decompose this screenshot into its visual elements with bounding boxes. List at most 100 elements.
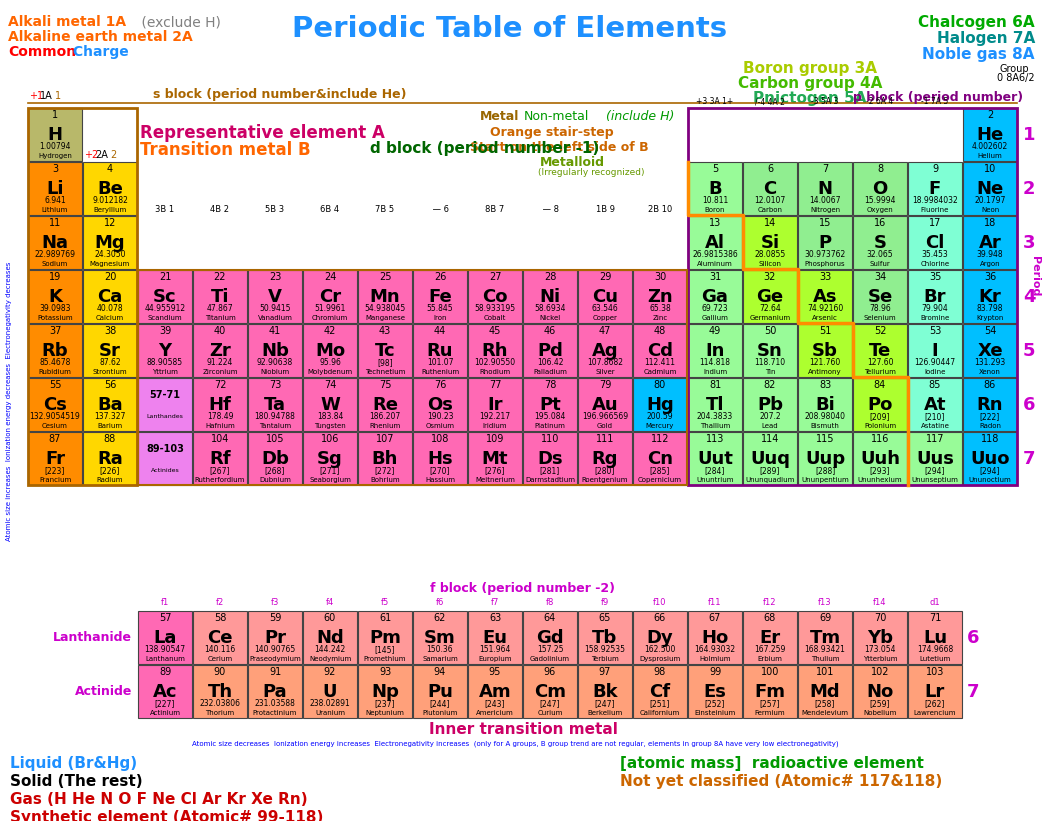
Text: 25: 25	[379, 272, 391, 282]
Text: Chlorine: Chlorine	[920, 261, 949, 267]
Text: 72: 72	[214, 380, 226, 390]
Text: Mn: Mn	[369, 287, 401, 305]
Text: Metal: Metal	[480, 110, 519, 123]
Bar	[963, 378, 1017, 431]
Text: 65: 65	[599, 613, 611, 623]
Text: 9.012182: 9.012182	[92, 195, 128, 204]
Bar	[248, 378, 302, 431]
Bar	[248, 665, 302, 718]
Text: 45: 45	[489, 326, 502, 336]
Text: 2B 10: 2B 10	[648, 205, 672, 214]
Bar	[413, 432, 467, 485]
Text: 106.42: 106.42	[537, 358, 563, 367]
Text: Silver: Silver	[596, 369, 614, 375]
Bar	[138, 665, 192, 718]
Text: 173.054: 173.054	[865, 644, 896, 654]
Text: 5: 5	[712, 164, 719, 174]
Text: Fluorine: Fluorine	[921, 207, 949, 213]
Text: Ir: Ir	[487, 396, 503, 414]
Text: 68: 68	[763, 613, 776, 623]
Text: C: C	[763, 180, 777, 198]
Text: La: La	[153, 629, 176, 646]
Text: Rg: Rg	[591, 450, 618, 467]
Text: 102.90550: 102.90550	[475, 358, 515, 367]
Text: Re: Re	[372, 396, 398, 414]
Text: 231.03588: 231.03588	[254, 699, 295, 708]
Text: — 6: — 6	[431, 205, 450, 214]
Text: Cobalt: Cobalt	[484, 315, 506, 321]
Text: [223]: [223]	[45, 466, 65, 475]
Text: Mo: Mo	[315, 342, 345, 360]
Text: Alkaline earth metal 2A: Alkaline earth metal 2A	[8, 30, 193, 44]
Bar	[248, 432, 302, 485]
Text: 30: 30	[654, 272, 666, 282]
Text: 81: 81	[709, 380, 721, 390]
Text: 208.98040: 208.98040	[804, 411, 846, 420]
Text: Hafnium: Hafnium	[205, 423, 235, 429]
Bar	[138, 270, 192, 323]
Bar	[138, 611, 192, 664]
Text: 183.84: 183.84	[317, 411, 343, 420]
Text: 6: 6	[967, 629, 979, 646]
Text: Krypton: Krypton	[976, 315, 1003, 321]
Text: Vanadium: Vanadium	[258, 315, 292, 321]
Text: Rh: Rh	[482, 342, 508, 360]
Text: Cm: Cm	[534, 682, 566, 700]
Text: 24: 24	[323, 272, 336, 282]
Text: Ba: Ba	[97, 396, 123, 414]
Text: 88.90585: 88.90585	[147, 358, 184, 367]
Text: f8: f8	[545, 598, 554, 607]
Text: Uus: Uus	[916, 450, 954, 467]
Text: +2: +2	[84, 150, 98, 160]
Text: Actinides: Actinides	[150, 468, 179, 473]
Bar	[304, 378, 357, 431]
Text: d block (period number -1): d block (period number -1)	[370, 141, 600, 156]
Text: 13: 13	[709, 218, 721, 228]
Bar	[523, 432, 577, 485]
Text: Tm: Tm	[809, 629, 841, 646]
Text: 85: 85	[929, 380, 941, 390]
Text: He: He	[976, 126, 1003, 144]
Bar	[743, 324, 797, 377]
Text: [247]: [247]	[539, 699, 560, 708]
Text: Ununseptium: Ununseptium	[912, 477, 959, 483]
Bar	[468, 665, 522, 718]
Text: Indium: Indium	[703, 369, 727, 375]
Bar	[83, 324, 137, 377]
Bar	[688, 324, 742, 377]
Text: 26.9815386: 26.9815386	[693, 250, 737, 259]
Text: 53: 53	[929, 326, 941, 336]
Text: U: U	[322, 682, 337, 700]
Text: Rn: Rn	[976, 396, 1003, 414]
Bar	[743, 665, 797, 718]
Text: 7B 5: 7B 5	[375, 205, 394, 214]
Text: 195.084: 195.084	[534, 411, 565, 420]
Text: 113: 113	[706, 434, 724, 444]
Text: 2: 2	[110, 150, 116, 160]
Text: Neptunium: Neptunium	[365, 710, 405, 716]
Text: 67: 67	[709, 613, 721, 623]
Text: 18.9984032: 18.9984032	[913, 195, 957, 204]
Text: 4B 2: 4B 2	[211, 205, 229, 214]
Text: Pa: Pa	[263, 682, 287, 700]
Text: Alkali metal 1A: Alkali metal 1A	[8, 15, 126, 29]
Bar	[743, 611, 797, 664]
Bar	[138, 432, 192, 485]
Text: Americium: Americium	[476, 710, 514, 716]
Text: [237]: [237]	[374, 699, 395, 708]
Text: Ta: Ta	[264, 396, 286, 414]
Bar	[578, 270, 632, 323]
Bar	[798, 324, 852, 377]
Text: Br: Br	[924, 287, 946, 305]
Bar	[633, 378, 687, 431]
Bar	[28, 270, 82, 323]
Text: 168.93421: 168.93421	[804, 644, 846, 654]
Text: Ununoctium: Ununoctium	[969, 477, 1012, 483]
Text: Uuh: Uuh	[860, 450, 900, 467]
Bar	[468, 270, 522, 323]
Text: 76: 76	[434, 380, 446, 390]
Text: [272]: [272]	[374, 466, 395, 475]
Text: [284]: [284]	[705, 466, 725, 475]
Text: 117: 117	[926, 434, 944, 444]
Text: Uup: Uup	[805, 450, 845, 467]
